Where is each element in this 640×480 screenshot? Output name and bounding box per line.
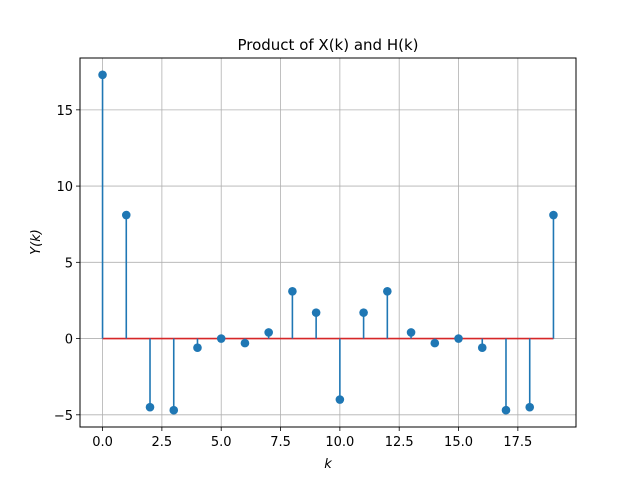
stem-marker	[311, 308, 321, 317]
x-tick-label: 0.0	[92, 435, 113, 450]
stem-marker	[525, 402, 535, 412]
x-axis-title: k	[324, 457, 332, 472]
stem-marker	[288, 286, 297, 296]
chart-title: Product of X(k) and H(k)	[237, 36, 418, 54]
x-axis-ticks: 0.0 2.5 5.0 7.5 10.0 12.5 15.0 17.5	[92, 427, 532, 450]
y-tick-label: 5	[65, 256, 73, 271]
stem-marker	[264, 328, 273, 337]
x-tick-label: 2.5	[152, 435, 173, 450]
stem-marker	[430, 338, 440, 348]
stem-marker	[216, 334, 226, 343]
x-tick-label: 7.5	[270, 435, 291, 450]
y-tick-label: 15	[56, 104, 73, 119]
stem-marker	[145, 402, 155, 412]
stem-marker	[406, 328, 416, 337]
stem-marker	[549, 210, 558, 220]
y-axis-ticks: −5 0 5 10 15	[54, 104, 80, 424]
x-tick-label: 15.0	[444, 435, 473, 450]
stem-marker	[477, 343, 487, 353]
x-tick-label: 12.5	[385, 435, 414, 450]
stem-marker	[98, 70, 107, 80]
y-tick-label: 0	[65, 333, 73, 348]
stem-lines	[101, 74, 555, 411]
stem-marker	[169, 405, 179, 415]
y-tick-label: 10	[56, 180, 73, 195]
grid-lines	[80, 58, 576, 427]
stem-marker	[501, 405, 511, 415]
x-tick-label: 5.0	[211, 435, 232, 450]
y-axis-title: Y(k)	[29, 229, 44, 255]
stem-markers	[98, 70, 558, 415]
plot-area-frame	[79, 57, 577, 428]
stem-marker	[359, 308, 368, 317]
x-tick-label: 17.5	[503, 435, 532, 450]
stem-marker	[121, 210, 131, 220]
y-tick-label: −5	[54, 409, 73, 424]
stem-marker	[193, 343, 202, 353]
x-tick-label: 10.0	[325, 435, 354, 450]
stem-marker	[454, 334, 463, 343]
stem-marker	[335, 395, 345, 404]
stem-marker	[383, 286, 392, 296]
stem-marker	[240, 338, 250, 348]
